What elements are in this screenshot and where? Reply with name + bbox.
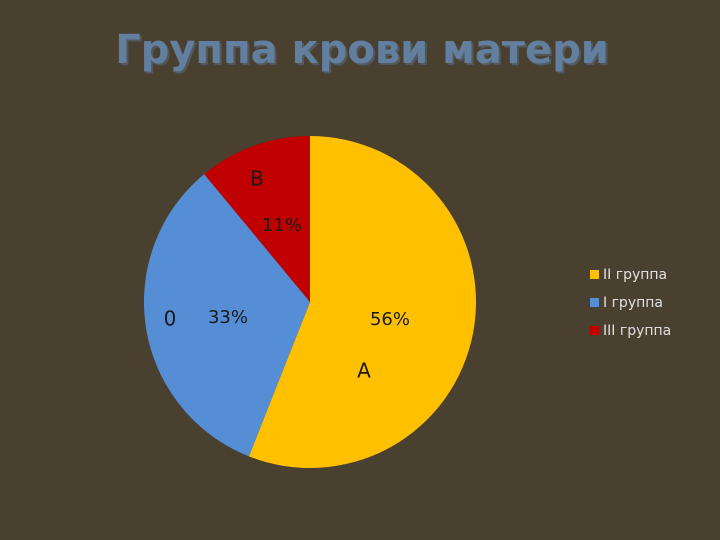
legend-swatch: [590, 326, 599, 335]
legend-swatch: [590, 270, 599, 279]
pie-slice: [143, 174, 310, 457]
value-label: 11%: [262, 215, 302, 236]
slice-annotation: B: [250, 167, 264, 191]
legend-label: III группа: [603, 323, 671, 339]
pie-slice: [248, 136, 477, 468]
value-label: 56%: [370, 309, 410, 330]
slice-annotation: 0: [164, 307, 177, 331]
chart-title-shadow: Группа крови матери: [117, 29, 611, 75]
legend-swatch: [590, 298, 599, 307]
slice-annotation: A: [357, 359, 371, 383]
legend-label: II группа: [603, 267, 667, 283]
chart-title: Группа крови матери: [115, 27, 609, 73]
legend-label: I группа: [603, 295, 663, 311]
value-label: 33%: [208, 307, 248, 328]
pie-slice: [204, 136, 310, 302]
